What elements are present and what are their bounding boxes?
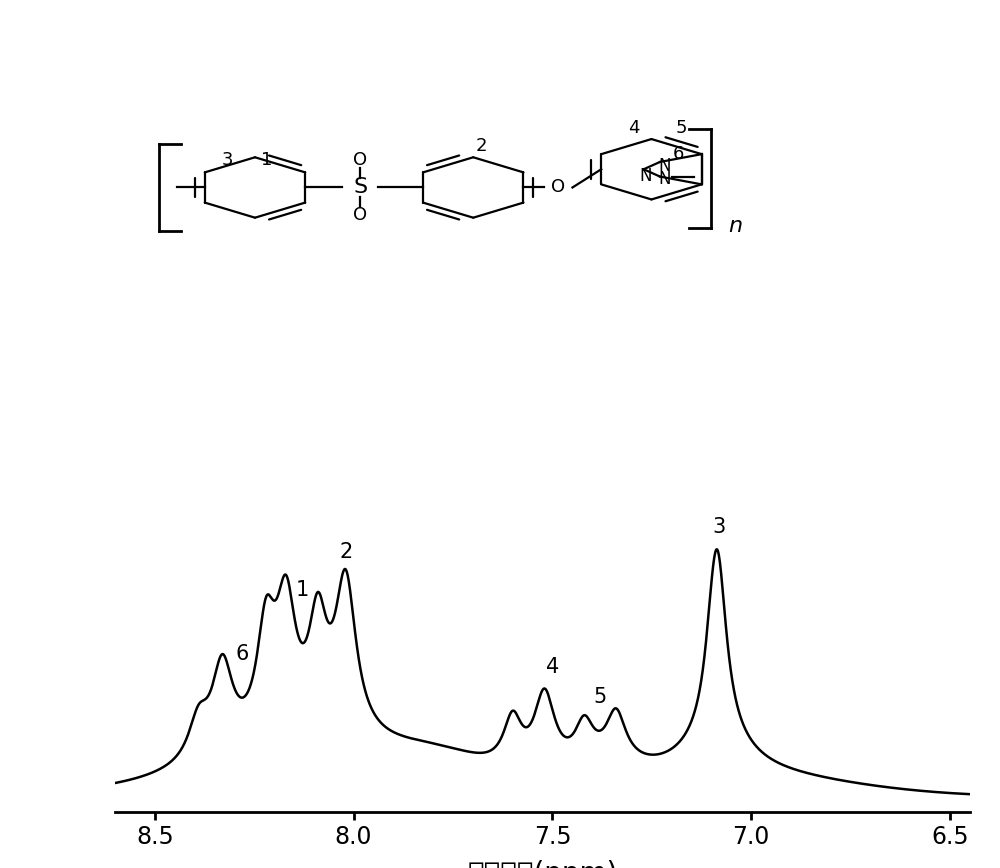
Text: 6: 6 bbox=[673, 145, 684, 162]
Text: O: O bbox=[551, 179, 566, 196]
Text: 1: 1 bbox=[295, 580, 309, 600]
Text: 3: 3 bbox=[221, 151, 233, 169]
Text: N: N bbox=[639, 167, 652, 185]
Text: O: O bbox=[353, 206, 367, 224]
Text: 5: 5 bbox=[676, 119, 687, 136]
Text: S: S bbox=[353, 177, 367, 198]
Text: 5: 5 bbox=[594, 687, 607, 707]
Text: 4: 4 bbox=[546, 656, 559, 677]
X-axis label: 化学位移(ppm): 化学位移(ppm) bbox=[467, 860, 618, 868]
Text: O: O bbox=[353, 151, 367, 169]
Text: N: N bbox=[659, 170, 671, 188]
Text: 2: 2 bbox=[339, 542, 352, 562]
Text: 1: 1 bbox=[261, 151, 273, 169]
Text: 4: 4 bbox=[628, 119, 639, 136]
Text: N: N bbox=[659, 157, 671, 175]
Text: 3: 3 bbox=[713, 516, 726, 536]
Text: n: n bbox=[729, 215, 743, 235]
Text: 6: 6 bbox=[236, 644, 249, 664]
Text: 2: 2 bbox=[475, 137, 487, 155]
